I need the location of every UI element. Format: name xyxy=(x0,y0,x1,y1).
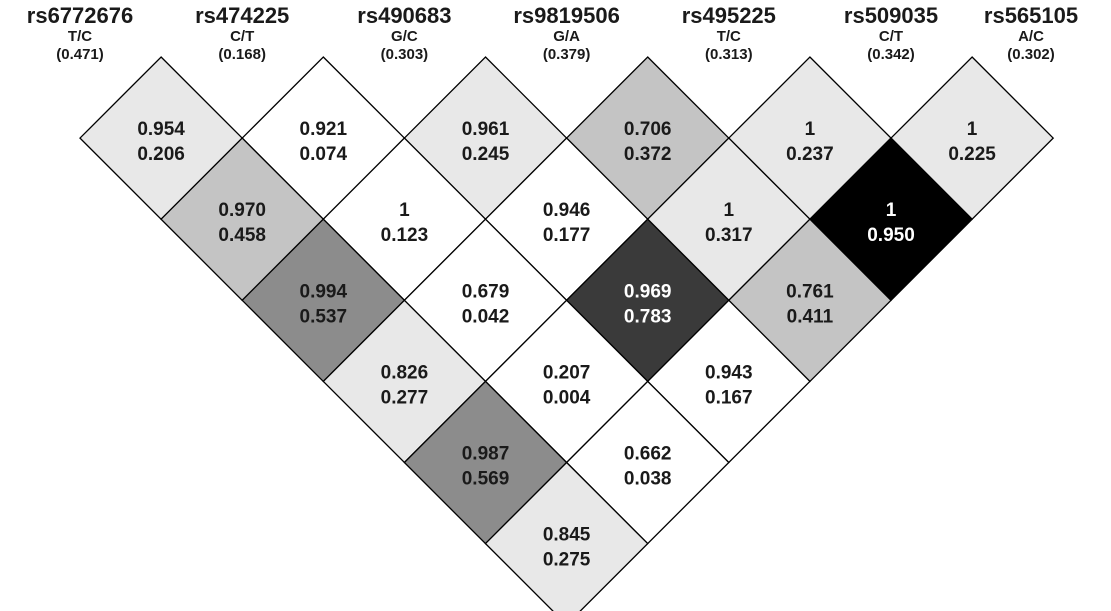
snp-maf: (0.302) xyxy=(1007,46,1055,63)
ld-cell: 1 0.317 xyxy=(646,137,811,302)
ld-r2-value: 0.317 xyxy=(705,225,753,246)
snp-maf: (0.471) xyxy=(56,46,104,63)
ld-dprime-value: 0.662 xyxy=(624,444,672,465)
ld-dprime-value: 0.946 xyxy=(543,200,591,221)
ld-dprime-value: 0.943 xyxy=(705,362,753,383)
ld-r2-value: 0.569 xyxy=(462,469,510,490)
ld-r2-value: 0.225 xyxy=(948,144,996,165)
ld-dprime-value: 0.970 xyxy=(218,200,266,221)
ld-r2-value: 0.783 xyxy=(624,306,672,327)
ld-dprime-value: 0.706 xyxy=(624,119,672,140)
ld-r2-value: 0.042 xyxy=(462,306,510,327)
snp-alleles: C/T xyxy=(878,28,904,45)
snp-maf: (0.342) xyxy=(867,46,915,63)
ld-dprime-value: 0.954 xyxy=(137,119,185,140)
snp-alleles: A/C xyxy=(1018,28,1044,45)
ld-r2-value: 0.074 xyxy=(300,144,348,165)
snp-maf: (0.168) xyxy=(218,46,266,63)
ld-dprime-value: 0.845 xyxy=(543,525,591,546)
snp-header: rs490683 G/C (0.303) xyxy=(324,4,484,64)
ld-r2-value: 0.411 xyxy=(787,306,834,327)
snp-header: rs474225 C/T (0.168) xyxy=(162,4,322,64)
ld-r2-value: 0.372 xyxy=(624,144,672,165)
snp-header: rs495225 T/C (0.313) xyxy=(649,4,809,64)
ld-dprime-value: 0.994 xyxy=(300,281,348,302)
ld-r2-value: 0.206 xyxy=(137,144,185,165)
ld-dprime-value: 0.921 xyxy=(300,119,348,140)
snp-name: rs490683 xyxy=(357,3,452,28)
ld-cell: 0.845 0.275 xyxy=(484,461,649,611)
ld-r2-value: 0.123 xyxy=(381,225,429,246)
snp-alleles: G/A xyxy=(553,28,580,45)
ld-r2-value: 0.004 xyxy=(543,387,591,408)
snp-name: rs6772676 xyxy=(26,3,134,28)
snp-name: rs565105 xyxy=(983,3,1079,28)
ld-dprime-value: 0.679 xyxy=(462,281,510,302)
snp-name: rs474225 xyxy=(195,3,290,28)
ld-dprime-value: 0.987 xyxy=(462,444,510,465)
ld-r2-value: 0.537 xyxy=(300,306,348,327)
ld-cell-diamond xyxy=(484,461,649,611)
ld-cell: 0.969 0.783 xyxy=(565,218,730,383)
ld-dprime-value: 1 xyxy=(805,119,816,140)
snp-header: rs9819506 G/A (0.379) xyxy=(487,4,647,64)
ld-r2-value: 0.237 xyxy=(786,144,834,165)
ld-dprime-value: 0.969 xyxy=(624,281,672,302)
ld-r2-value: 0.038 xyxy=(624,469,672,490)
ld-r2-value: 0.177 xyxy=(543,225,591,246)
snp-alleles: T/C xyxy=(716,28,741,45)
ld-dprime-value: 1 xyxy=(399,200,410,221)
ld-cell: 0.761 0.411 xyxy=(727,218,892,383)
ld-cell: 0.943 0.167 xyxy=(646,299,811,464)
ld-dprime-value: 0.961 xyxy=(462,119,510,140)
ld-r2-value: 0.245 xyxy=(462,144,510,165)
ld-dprime-value: 1 xyxy=(724,200,735,221)
snp-maf: (0.303) xyxy=(380,46,429,63)
ld-cell: 0.970 0.458 xyxy=(160,137,325,302)
snp-alleles: C/T xyxy=(230,28,255,45)
ld-r2-value: 0.275 xyxy=(543,550,591,571)
ld-r2-value: 0.950 xyxy=(867,225,915,246)
snp-name: rs9819506 xyxy=(513,3,620,28)
snp-header: rs509035 C/T (0.342) xyxy=(811,4,971,64)
ld-r2-value: 0.277 xyxy=(381,387,429,408)
snp-alleles: T/C xyxy=(67,28,93,45)
snp-alleles: G/C xyxy=(391,28,418,45)
ld-dprime-value: 1 xyxy=(967,119,978,140)
snp-name: rs495225 xyxy=(681,3,776,28)
ld-dprime-value: 0.761 xyxy=(786,281,834,302)
snp-header: rs6772676 T/C (0.471) xyxy=(0,4,160,64)
ld-r2-value: 0.458 xyxy=(218,225,266,246)
ld-dprime-value: 0.826 xyxy=(381,362,429,383)
ld-dprime-value: 1 xyxy=(886,200,897,221)
snp-maf: (0.313) xyxy=(705,46,753,63)
snp-maf: (0.379) xyxy=(542,46,591,63)
ld-dprime-value: 0.207 xyxy=(543,362,591,383)
snp-name: rs509035 xyxy=(843,3,939,28)
snp-header: rs565105 A/C (0.302) xyxy=(951,4,1111,64)
ld-r2-value: 0.167 xyxy=(705,387,753,408)
